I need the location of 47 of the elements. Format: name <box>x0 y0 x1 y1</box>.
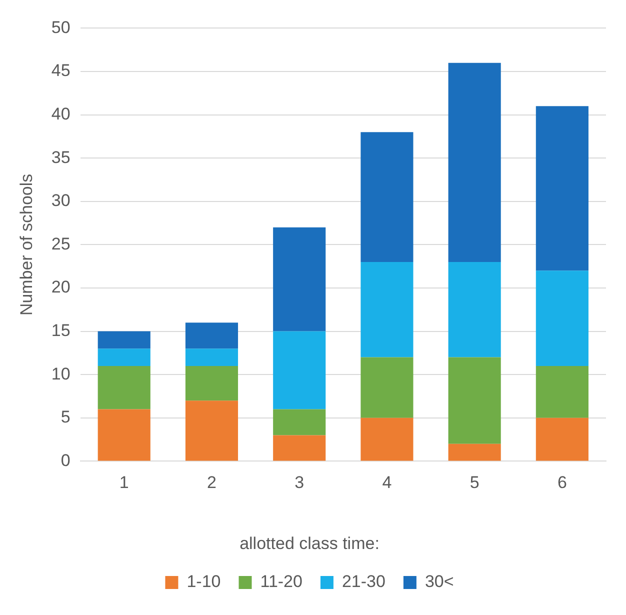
y-tick-label: 25 <box>51 234 70 254</box>
bar <box>273 435 326 461</box>
y-tick-label: 30 <box>51 191 70 210</box>
bar <box>98 366 150 410</box>
y-tick-label: 5 <box>60 408 70 427</box>
bar <box>273 409 326 436</box>
bar <box>185 322 238 349</box>
x-tick-label: 2 <box>207 473 216 492</box>
y-tick-label: 15 <box>51 320 70 340</box>
legend-title: allotted class time: <box>240 534 380 553</box>
bar <box>360 262 414 358</box>
bar <box>448 262 501 358</box>
bar <box>360 132 414 262</box>
bar <box>273 331 326 410</box>
bar <box>448 62 501 262</box>
bar <box>98 409 150 461</box>
bar <box>185 366 238 401</box>
bar <box>273 227 326 332</box>
bar <box>536 106 588 271</box>
x-tick-label: 3 <box>294 473 304 492</box>
y-tick-label: 0 <box>60 450 70 470</box>
bar <box>536 366 588 418</box>
y-tick-label: 40 <box>51 104 70 124</box>
y-tick-label: 35 <box>51 148 70 167</box>
y-tick-label: 45 <box>51 61 70 80</box>
x-tick-label: 5 <box>470 473 480 492</box>
y-tick-label: 20 <box>51 278 70 297</box>
bar <box>360 357 414 418</box>
bar <box>536 418 588 461</box>
y-tick-label: 50 <box>51 18 70 37</box>
x-tick-label: 6 <box>557 473 567 492</box>
bar <box>360 418 414 461</box>
legend-label: 1-10 <box>186 572 221 592</box>
bar <box>98 331 150 349</box>
bar <box>448 444 501 461</box>
legend-label: 30< <box>424 572 454 592</box>
x-tick-label: 1 <box>119 473 129 492</box>
bar <box>536 270 588 366</box>
bar <box>448 357 501 444</box>
bar <box>185 400 238 461</box>
legend-label: 11-20 <box>260 572 302 592</box>
y-axis-title: Number of schools <box>16 174 36 316</box>
x-tick-label: 4 <box>382 473 392 492</box>
bar <box>185 348 238 366</box>
legend-label: 21-30 <box>342 572 386 592</box>
bar <box>98 348 150 366</box>
y-tick-label: 10 <box>51 364 70 384</box>
